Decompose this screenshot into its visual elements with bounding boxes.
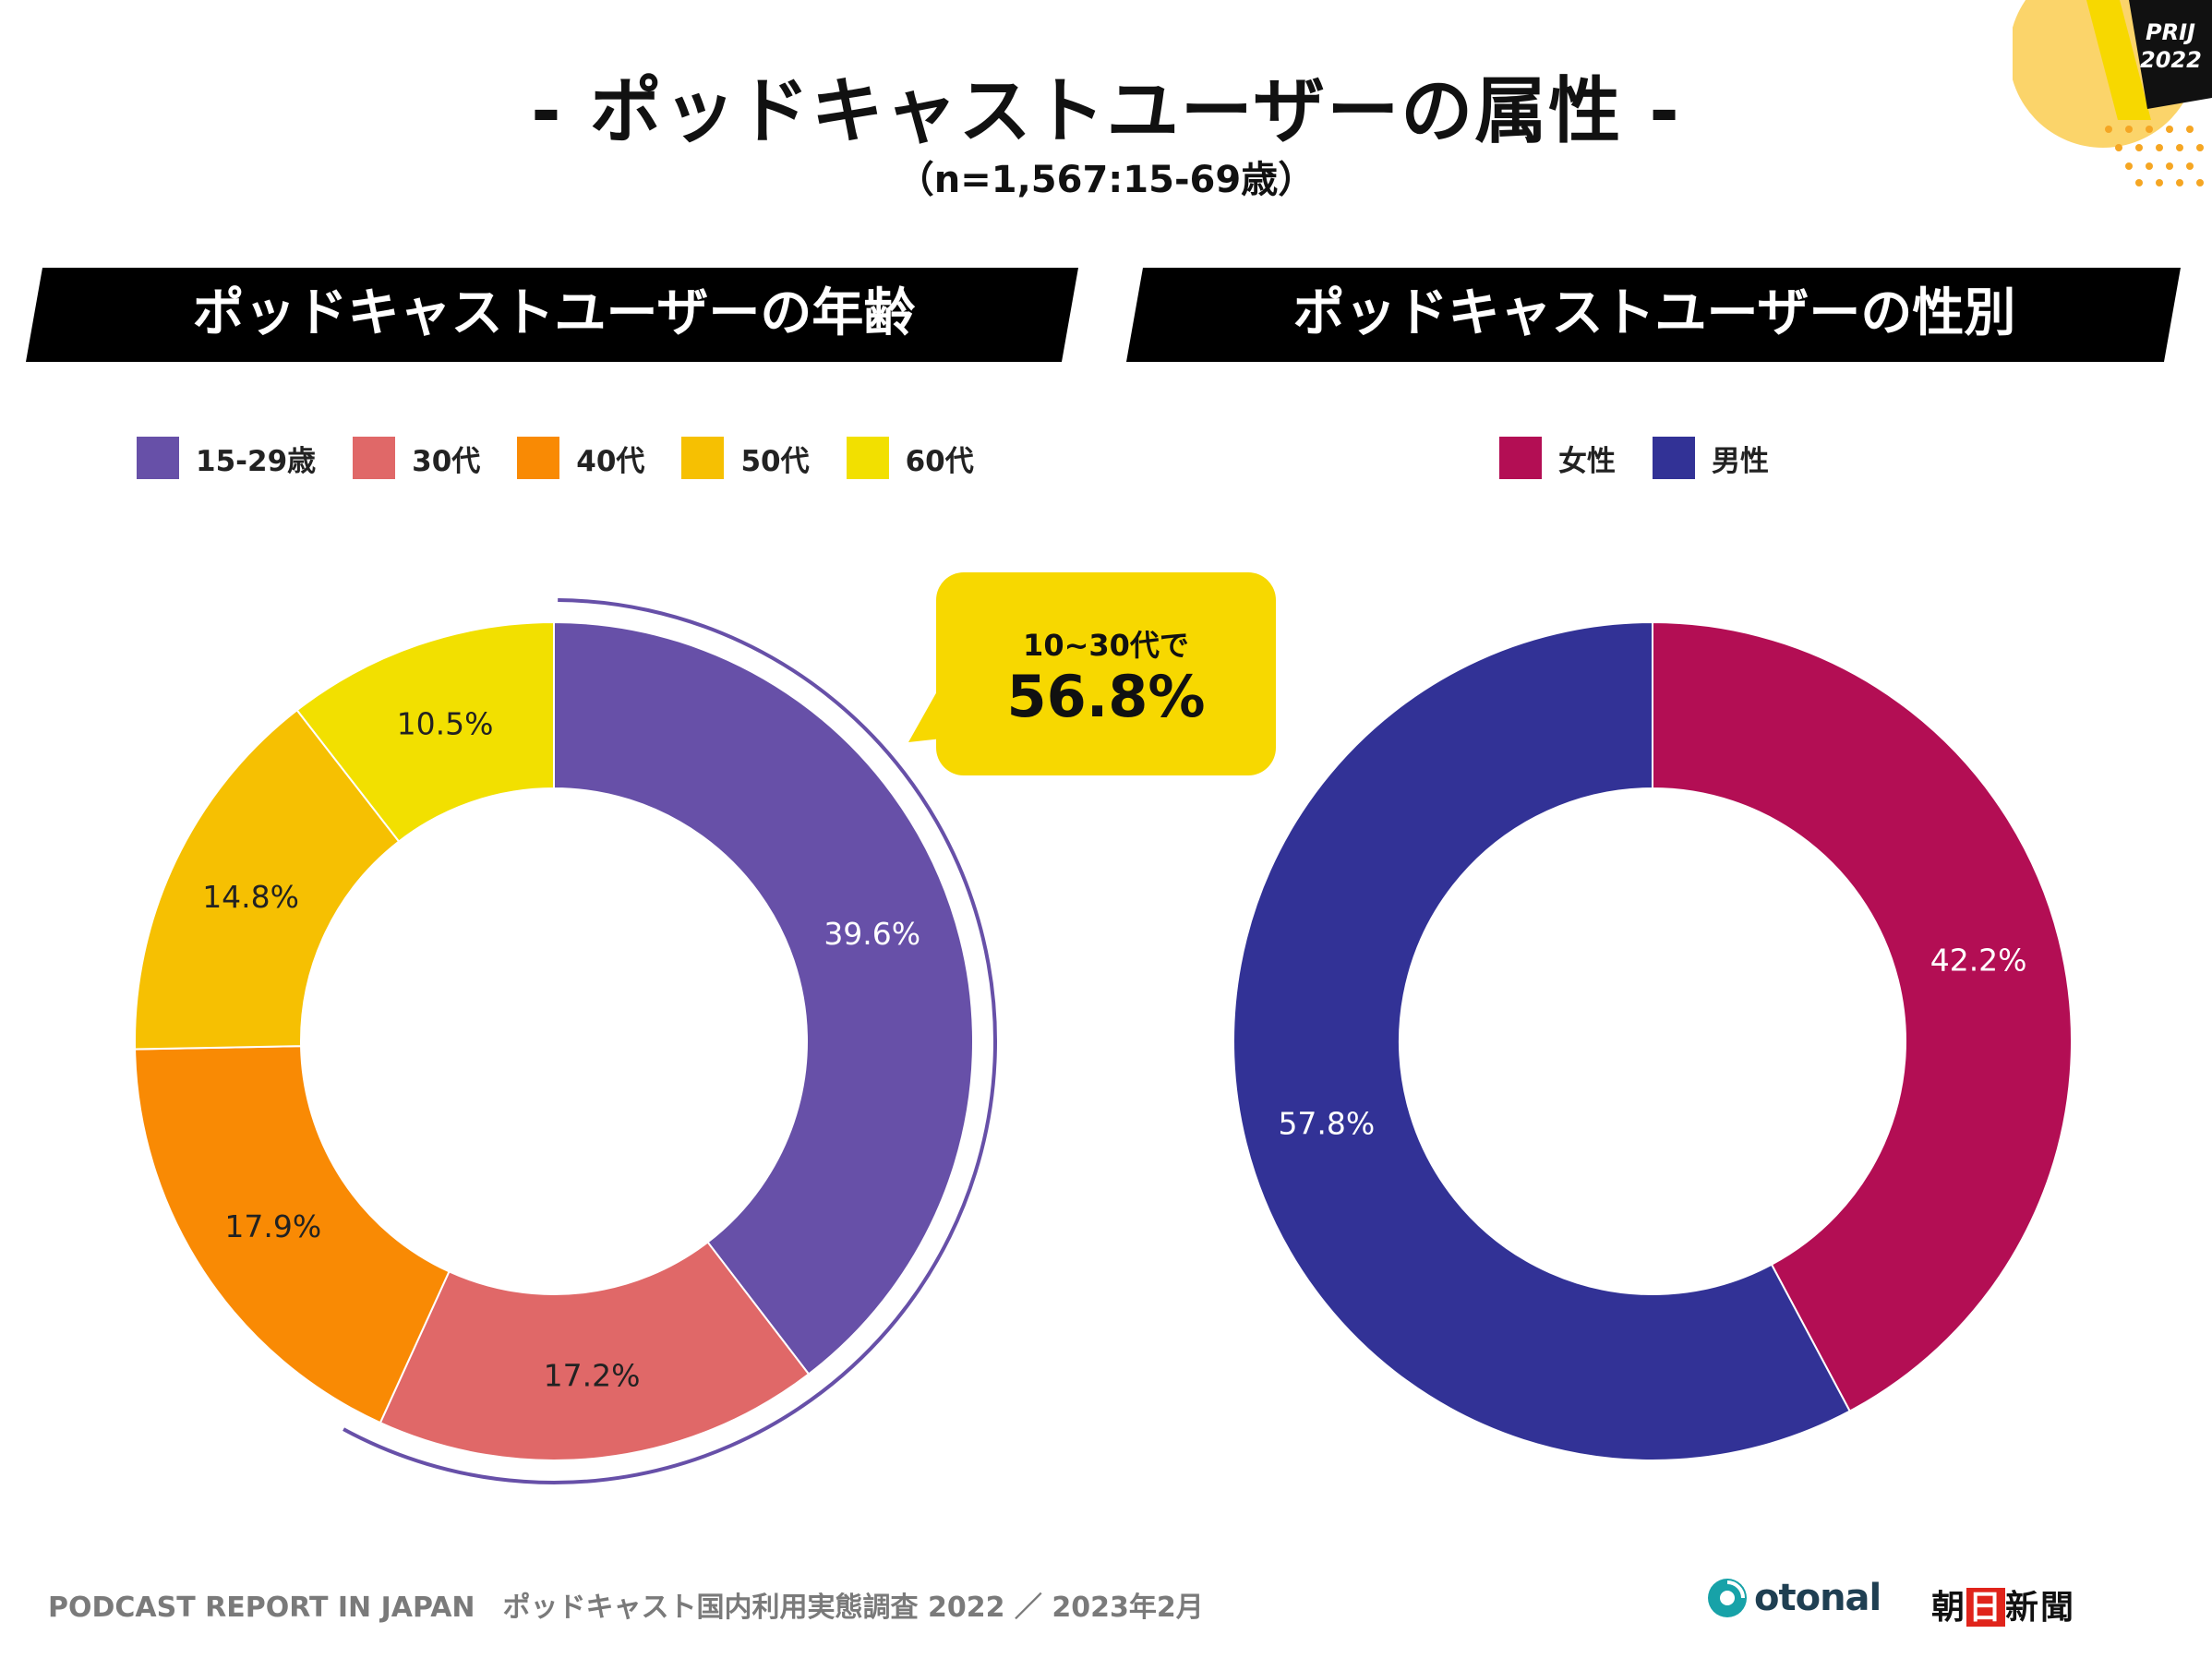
- legend-item-40s: 40代: [517, 437, 644, 479]
- asahi-logo-part1: 朝: [1931, 1588, 1967, 1627]
- legend-label: 15-29歳: [196, 444, 317, 478]
- callout-value: 56.8%: [1006, 663, 1206, 730]
- legend-swatch: [137, 437, 179, 479]
- gender-banner-bg: [1126, 268, 2181, 362]
- legend-label: 男性: [1712, 444, 1769, 478]
- corner-badge-bg: [2129, 0, 2212, 109]
- otonal-logo-icon: [1708, 1579, 1747, 1617]
- asahi-logo-part3: 新聞: [2005, 1588, 2076, 1627]
- legend-label: 30代: [412, 444, 481, 478]
- legend-item-30s: 30代: [353, 437, 480, 479]
- page-subtitle: （n=1,567:15-69歳）: [896, 159, 1316, 201]
- otonal-logo-text: otonal: [1754, 1577, 1881, 1619]
- legend-item-60s: 60代: [846, 437, 974, 479]
- otonal-logo: otonal: [1706, 1577, 1881, 1619]
- legend-item-male: 男性: [1653, 437, 1769, 479]
- age-data-label-4: 10.5%: [397, 706, 494, 742]
- page-title: - ポッドキャストユーザーの属性 -: [531, 70, 1681, 153]
- age-slice-3: [134, 708, 401, 1051]
- legend-swatch: [1653, 437, 1695, 479]
- prij-badge-line1: PRIJ: [2146, 19, 2195, 45]
- gender-legend: 女性 男性: [1499, 430, 1806, 486]
- highlight-bracket-arc: [343, 598, 997, 1484]
- prij-badge: PRIJ 2022: [2140, 18, 2202, 74]
- age-data-label-3: 14.8%: [202, 879, 299, 915]
- gender-slice-1: [1232, 620, 1852, 1461]
- age-slice-0: [553, 620, 974, 1376]
- legend-label: 40代: [576, 444, 645, 478]
- legend-swatch: [517, 437, 560, 479]
- legend-item-50s: 50代: [681, 437, 810, 479]
- legend-item-15-29: 15-29歳: [137, 437, 316, 479]
- asahi-logo: 朝日新聞: [1931, 1580, 2075, 1628]
- callout-pointer: [908, 683, 942, 742]
- corner-stripe: [2086, 0, 2151, 120]
- gender-data-label-0: 42.2%: [1930, 943, 2027, 979]
- legend-label: 50代: [740, 444, 810, 478]
- age-data-label-2: 17.9%: [224, 1208, 321, 1244]
- age-banner-bg: [26, 268, 1078, 362]
- age-slice-4: [295, 620, 555, 843]
- age-data-label-0: 39.6%: [823, 916, 920, 952]
- gender-donut-chart: 42.2% 57.8%: [1232, 620, 2073, 1461]
- footer-credit: PODCAST REPORT IN JAPAN ポッドキャスト国内利用実態調査 …: [48, 1592, 1204, 1624]
- legend-label: 60代: [905, 444, 974, 478]
- gender-section-heading: ポッドキャストユーザーの性別: [1292, 283, 2016, 343]
- age-section-heading: ポッドキャストユーザーの年齢: [192, 283, 916, 343]
- age-slice-1: [379, 1241, 811, 1461]
- gender-data-label-1: 57.8%: [1278, 1105, 1375, 1141]
- age-slice-2: [134, 1045, 451, 1424]
- age-legend: 15-29歳 30代 40代 50代 60代: [137, 430, 1011, 486]
- age-donut-chart: 39.6% 17.2% 17.9% 14.8% 10.5%: [134, 598, 997, 1484]
- corner-dots: [2105, 126, 2204, 186]
- callout-caption: 10~30代で: [1023, 628, 1189, 663]
- corner-decoration: [2013, 0, 2212, 186]
- asahi-logo-part2: 日: [1966, 1588, 2006, 1627]
- prij-badge-line2: 2022: [2140, 47, 2202, 73]
- legend-swatch: [353, 437, 396, 479]
- legend-swatch: [846, 437, 889, 479]
- section-banners: [26, 268, 2181, 362]
- gender-slice-0: [1652, 620, 2073, 1412]
- legend-item-female: 女性: [1499, 437, 1616, 479]
- age-data-label-1: 17.2%: [544, 1358, 641, 1394]
- legend-label: 女性: [1558, 444, 1616, 478]
- legend-swatch: [681, 437, 725, 479]
- legend-swatch: [1499, 437, 1542, 479]
- callout-bubble: 10~30代で 56.8%: [936, 572, 1276, 775]
